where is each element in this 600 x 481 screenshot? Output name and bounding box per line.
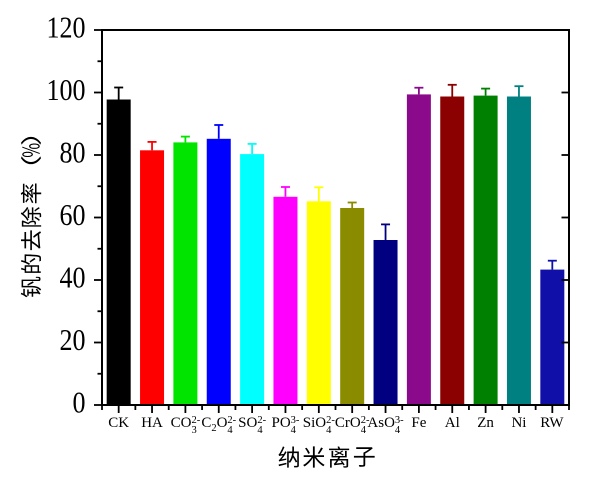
svg-text:2: 2: [211, 423, 216, 434]
svg-text:O: O: [217, 415, 228, 431]
svg-text:Fe: Fe: [411, 415, 426, 431]
svg-text:3-: 3-: [291, 415, 300, 426]
svg-text:100: 100: [46, 73, 85, 108]
svg-text:RW: RW: [540, 415, 564, 431]
svg-text:4: 4: [395, 425, 401, 436]
svg-text:2-: 2-: [191, 415, 200, 426]
svg-text:2-: 2-: [326, 415, 335, 426]
svg-text:C: C: [201, 415, 211, 431]
svg-text:4: 4: [257, 425, 263, 436]
svg-text:0: 0: [72, 385, 85, 420]
svg-text:Al: Al: [445, 415, 460, 431]
svg-text:CO: CO: [171, 415, 192, 431]
svg-text:4: 4: [227, 425, 233, 436]
svg-text:SO: SO: [238, 415, 257, 431]
svg-text:PO: PO: [272, 415, 291, 431]
svg-text:Zn: Zn: [477, 415, 494, 431]
svg-text:80: 80: [59, 135, 85, 170]
svg-text:AsO: AsO: [367, 415, 395, 431]
svg-text:2-: 2-: [361, 415, 370, 426]
svg-text:20: 20: [59, 323, 85, 358]
svg-text:4: 4: [361, 425, 367, 436]
svg-text:4: 4: [291, 425, 297, 436]
svg-text:HA: HA: [141, 415, 163, 431]
svg-text:Ni: Ni: [511, 415, 526, 431]
svg-text:40: 40: [59, 260, 85, 295]
svg-text:SiO: SiO: [303, 415, 327, 431]
svg-text:CK: CK: [108, 415, 129, 431]
svg-text:2-: 2-: [227, 415, 236, 426]
svg-text:2-: 2-: [257, 415, 266, 426]
svg-text:120: 120: [46, 10, 85, 45]
svg-text:60: 60: [59, 198, 85, 233]
svg-text:3-: 3-: [395, 415, 404, 426]
svg-text:3: 3: [191, 425, 196, 436]
svg-text:4: 4: [326, 425, 332, 436]
svg-text:CrO: CrO: [335, 415, 361, 431]
